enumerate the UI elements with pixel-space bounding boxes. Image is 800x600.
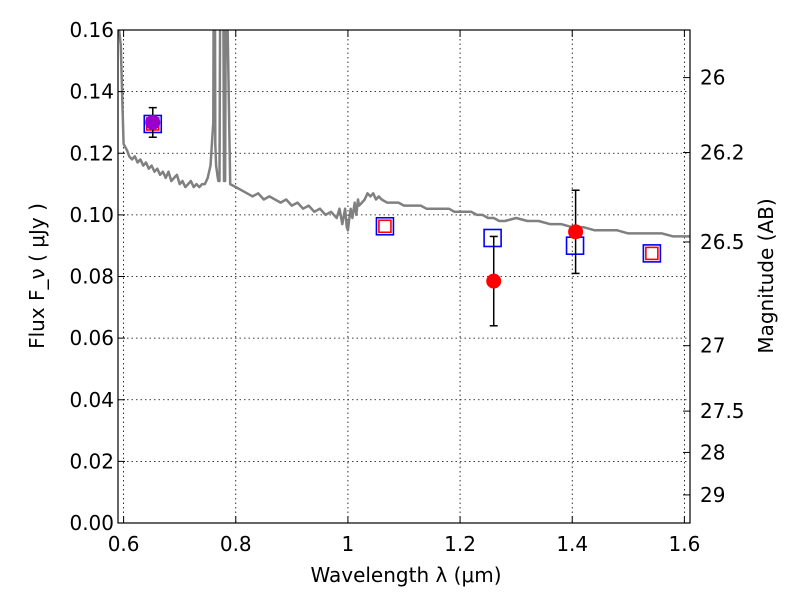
y2-tick-label: 28	[700, 440, 725, 464]
x-tick-label: 1.6	[668, 532, 700, 556]
y-tick-label: 0.08	[69, 265, 114, 289]
model-square-blue	[375, 216, 395, 236]
spectrum-layer	[118, 30, 690, 238]
y-tick-label: 0.10	[69, 203, 114, 227]
observed-point	[568, 224, 584, 240]
x-tick-label: 1.4	[556, 532, 588, 556]
y-tick-label: 0.00	[69, 511, 114, 535]
y-tick-label: 0.16	[69, 18, 114, 42]
y2-tick-label: 27	[700, 334, 725, 358]
model-square-blue	[642, 244, 662, 263]
y2-tick-label: 26.5	[700, 230, 745, 254]
y2-tick-label: 26.2	[700, 141, 745, 165]
x-tick-label: 0.6	[108, 532, 140, 556]
model-square-blue	[483, 228, 502, 248]
axis-ticks: 0.6 0.8 1 1.2 1.4 1.6 0.00 0.02 0.04 0.06 0.08 0.10…	[69, 18, 744, 556]
model-square-red	[378, 219, 392, 234]
y-tick-label: 0.06	[69, 326, 114, 350]
x-axis-label: Wavelength λ (μm)	[310, 563, 501, 587]
y-axis-label: Flux F_ν ( μJy )	[25, 203, 49, 349]
observed-point	[486, 273, 502, 289]
x-tick-label: 1	[342, 532, 355, 556]
x-tick-label: 0.8	[220, 532, 252, 556]
spectrum-line	[118, 30, 690, 238]
photometry-layer	[143, 106, 662, 327]
model-square-red	[645, 246, 659, 261]
y2-tick-label: 29	[700, 483, 725, 507]
y2-axis-label: Magnitude (AB)	[754, 198, 778, 353]
observed-point	[145, 114, 161, 130]
y2-tick-label: 26	[700, 66, 725, 90]
y-tick-label: 0.02	[69, 449, 114, 473]
y2-tick-label: 27.5	[700, 399, 745, 423]
grid-lines	[118, 29, 690, 524]
y-tick-label: 0.12	[69, 141, 114, 165]
y-tick-label: 0.04	[69, 388, 114, 412]
y-tick-label: 0.14	[69, 80, 114, 104]
x-tick-label: 1.2	[444, 532, 476, 556]
